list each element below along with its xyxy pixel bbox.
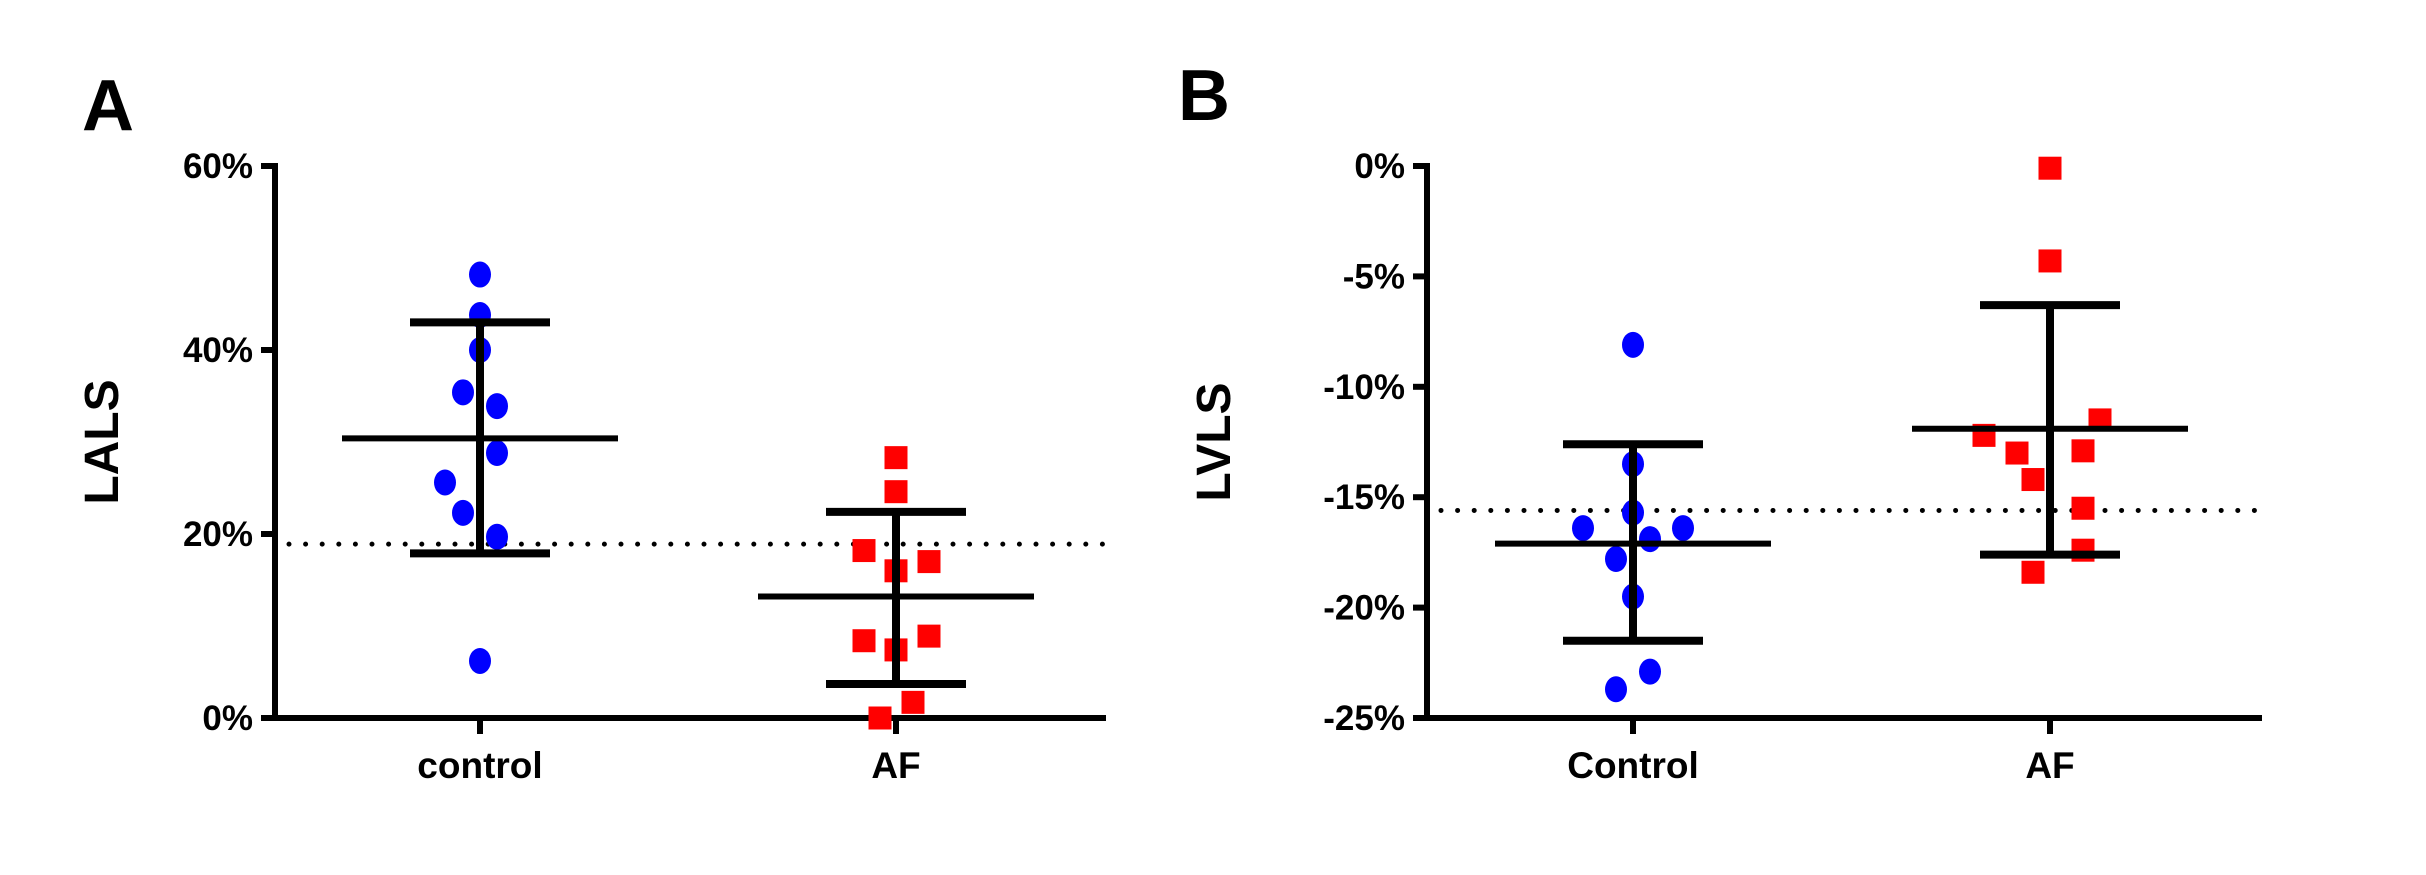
data-point — [469, 261, 491, 288]
data-point — [2021, 560, 2045, 584]
data-point — [2038, 156, 2062, 180]
data-point — [1639, 658, 1661, 685]
data-point — [2088, 408, 2112, 432]
data-point — [452, 379, 474, 406]
y-tick-label: -5% — [1343, 257, 1405, 296]
data-point — [2071, 439, 2095, 463]
y-tick-label: 20% — [183, 515, 253, 554]
data-point — [884, 446, 908, 470]
data-point — [1605, 546, 1627, 573]
data-point — [884, 480, 908, 504]
y-tick-label: 0% — [1354, 147, 1405, 186]
x-tick-label: control — [417, 745, 542, 786]
x-tick-label: Control — [1567, 745, 1699, 786]
y-tick-label: -25% — [1323, 699, 1405, 738]
x-tick-label: AF — [2025, 745, 2074, 786]
data-point — [1572, 515, 1594, 542]
data-point — [2005, 441, 2029, 465]
data-point — [852, 629, 876, 653]
x-tick-label: AF — [871, 745, 920, 786]
panel-b: B LVLS -25% -20% -15% -10% -5% 0% Control AF — [1178, 56, 2265, 786]
data-point — [1639, 526, 1661, 553]
data-point — [452, 499, 474, 526]
y-axis-label: LALS — [76, 379, 129, 504]
data-point — [2071, 496, 2095, 520]
panel-label: B — [1178, 56, 1230, 136]
data-point — [469, 647, 491, 674]
data-point — [486, 440, 508, 467]
y-tick-label: -15% — [1323, 478, 1405, 517]
data-point — [1622, 331, 1644, 358]
y-tick-label: -20% — [1323, 589, 1405, 628]
y-tick-label: 60% — [183, 147, 253, 186]
data-point — [434, 469, 456, 496]
data-point — [2021, 468, 2045, 492]
data-point — [1672, 515, 1694, 542]
y-axis-label: LVLS — [1188, 382, 1241, 501]
data-point — [917, 550, 941, 574]
panel-label: A — [82, 66, 134, 146]
data-point — [2038, 249, 2062, 273]
data-point — [901, 690, 925, 714]
data-point — [486, 393, 508, 420]
panel-a: A LALS 0% 20% 40% 60% control AF — [76, 66, 1109, 786]
data-point — [486, 523, 508, 550]
y-tick-label: -10% — [1323, 368, 1405, 407]
y-tick-label: 0% — [202, 699, 253, 738]
data-point — [917, 624, 941, 648]
data-point — [1605, 676, 1627, 703]
data-point — [852, 539, 876, 563]
data-point — [868, 706, 892, 730]
y-tick-label: 40% — [183, 331, 253, 370]
